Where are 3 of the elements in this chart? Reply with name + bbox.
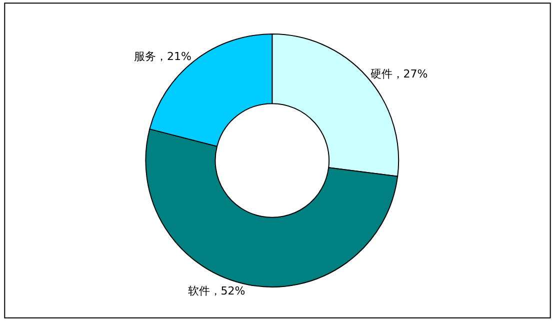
slice-label: 软件，52% (188, 284, 246, 298)
slice-label: 服务，21% (134, 50, 192, 64)
slice-label: 硬件，27% (370, 68, 428, 81)
